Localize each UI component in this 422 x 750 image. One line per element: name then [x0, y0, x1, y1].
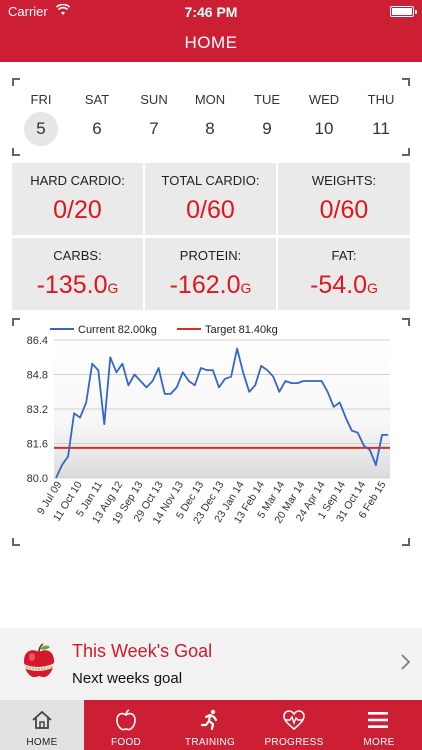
stat-label: FAT:: [331, 248, 357, 263]
stat-unit: G: [367, 280, 378, 296]
day-sat[interactable]: SAT 6: [69, 92, 125, 146]
y-tick-label: 80.0: [27, 473, 48, 485]
frame-corner: [12, 538, 20, 546]
y-tick-label: 86.4: [27, 335, 48, 347]
day-number: 8: [205, 119, 215, 138]
stat-label: WEIGHTS:: [311, 173, 377, 188]
y-tick-label: 83.2: [27, 404, 48, 416]
legend-label-current: Current 82.00kg: [78, 324, 157, 336]
bottom-tab-bar: HOME FOOD TRAINING PROGRESS: [0, 700, 422, 750]
stat-value: -54.0: [310, 271, 368, 299]
stat-protein[interactable]: PROTEIN: -162.0G: [145, 238, 276, 310]
wifi-icon: [55, 3, 71, 19]
y-tick-label: 81.6: [27, 439, 48, 451]
frame-corner: [12, 148, 20, 156]
day-name: WED: [308, 92, 340, 107]
day-number: 10: [314, 119, 334, 138]
frame-corner: [402, 538, 410, 546]
weekly-goal-row[interactable]: This Week's Goal Next weeks goal: [0, 628, 422, 700]
tab-label: FOOD: [110, 737, 142, 748]
y-tick-label: 84.8: [27, 370, 48, 382]
day-name: THU: [367, 92, 395, 107]
day-name: SAT: [84, 92, 110, 107]
stat-carbs[interactable]: CARBS: -135.0G: [12, 238, 143, 310]
stat-weights[interactable]: WEIGHTS: 0/60: [278, 163, 410, 235]
battery-icon: [390, 6, 417, 17]
tab-home[interactable]: HOME: [0, 700, 84, 750]
chevron-right-icon: [401, 654, 410, 670]
apple-tape-icon: [24, 643, 54, 678]
stat-label: CARBS:: [53, 248, 102, 263]
frame-corner: [12, 78, 20, 86]
stat-value-wrap: -162.0G: [145, 271, 276, 300]
runner-icon: [200, 709, 218, 731]
day-number: 11: [372, 119, 390, 138]
stat-value: -162.0: [169, 271, 241, 299]
weight-chart-svg: 86.4 84.8 83.2 81.6 80.0 Current 82.00kg Targe…: [27, 324, 390, 526]
day-number-selected: 5: [24, 112, 58, 146]
day-name: FRI: [30, 92, 52, 107]
legend-label-target: Target 81.40kg: [205, 324, 278, 336]
stat-value: 0/20: [53, 196, 102, 224]
day-name: TUE: [254, 92, 280, 107]
apple-icon: [116, 709, 136, 731]
day-name: SUN: [140, 92, 168, 107]
day-wed[interactable]: WED 10: [296, 92, 352, 146]
menu-icon: [368, 712, 388, 728]
day-tue[interactable]: TUE 9: [239, 92, 295, 146]
tab-training[interactable]: TRAINING: [168, 700, 252, 750]
weight-chart[interactable]: 86.4 84.8 83.2 81.6 80.0 Current 82.00kg Targe…: [12, 318, 410, 546]
tab-label: TRAINING: [184, 737, 236, 748]
stat-value-wrap: -54.0G: [278, 271, 410, 300]
stat-value-wrap: 0/60: [278, 196, 410, 225]
week-calendar-strip: FRI 5 SAT 6 SUN 7 MON 8 TUE 9 WED 10 THU…: [12, 78, 410, 156]
stat-hard-cardio[interactable]: HARD CARDIO: 0/20: [12, 163, 143, 235]
day-name: MON: [194, 92, 226, 107]
day-number: 6: [92, 119, 102, 138]
day-number: 7: [149, 119, 159, 138]
clock-label: 7:46 PM: [184, 4, 238, 20]
current-weight-line: [55, 347, 388, 479]
page-title: HOME: [184, 33, 238, 52]
stat-value: 0/60: [319, 196, 369, 224]
daily-stats-grid: HARD CARDIO: 0/20 TOTAL CARDIO: 0/60 WEI…: [12, 163, 410, 311]
tab-label: HOME: [26, 737, 58, 748]
stat-value-wrap: 0/20: [12, 196, 143, 225]
stat-unit: G: [107, 280, 119, 296]
stat-value: 0/60: [186, 196, 235, 224]
stat-value: -135.0: [36, 271, 108, 299]
tab-progress[interactable]: PROGRESS: [252, 700, 336, 750]
day-mon[interactable]: MON 8: [182, 92, 238, 146]
stat-total-cardio[interactable]: TOTAL CARDIO: 0/60: [145, 163, 276, 235]
day-number: 9: [262, 119, 272, 138]
home-icon: [32, 710, 52, 729]
header-bar: Carrier 7:46 PM HOME: [0, 0, 422, 62]
goal-subtitle: Next weeks goal: [72, 670, 183, 687]
tab-label: MORE: [363, 737, 395, 748]
stat-fat[interactable]: FAT: -54.0G: [278, 238, 410, 310]
frame-corner: [12, 318, 20, 326]
tab-label: PROGRESS: [264, 737, 324, 748]
carrier-label: Carrier: [8, 4, 48, 19]
day-thu[interactable]: THU 11: [353, 92, 409, 146]
day-sun[interactable]: SUN 7: [126, 92, 182, 146]
stat-label: TOTAL CARDIO:: [161, 173, 260, 188]
status-bar: Carrier 7:46 PM: [8, 3, 417, 20]
frame-corner: [402, 78, 410, 86]
tab-more[interactable]: MORE: [336, 700, 422, 750]
frame-corner: [402, 318, 410, 326]
frame-corner: [402, 148, 410, 156]
stat-value-wrap: 0/60: [145, 196, 276, 225]
stat-unit: G: [240, 280, 252, 296]
stat-value-wrap: -135.0G: [12, 271, 143, 300]
goal-title: This Week's Goal: [72, 641, 213, 661]
stat-label: HARD CARDIO:: [30, 173, 125, 188]
heartbeat-icon: [283, 710, 305, 731]
tab-food[interactable]: FOOD: [84, 700, 168, 750]
day-fri[interactable]: FRI 5: [13, 92, 69, 146]
stat-label: PROTEIN:: [179, 248, 242, 263]
